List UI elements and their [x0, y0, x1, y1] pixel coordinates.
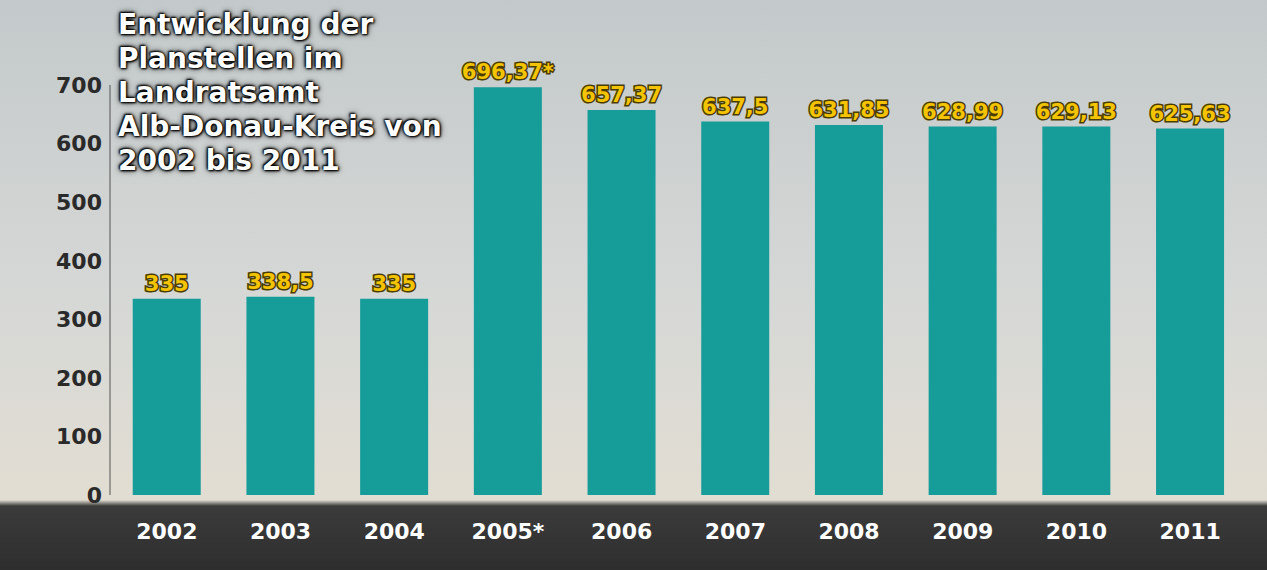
svg-text:625,63: 625,63 — [1150, 102, 1231, 126]
svg-text:600: 600 — [56, 131, 102, 156]
svg-text:100: 100 — [56, 424, 102, 449]
svg-text:0: 0 — [87, 483, 102, 508]
svg-text:338,5: 338,5 — [247, 270, 313, 294]
svg-text:2011: 2011 — [1160, 519, 1221, 544]
svg-text:2005*: 2005* — [472, 519, 545, 544]
svg-text:200: 200 — [56, 366, 102, 391]
svg-text:700: 700 — [56, 73, 102, 98]
svg-text:2007: 2007 — [705, 519, 766, 544]
svg-text:2004: 2004 — [364, 519, 425, 544]
svg-text:628,99: 628,99 — [922, 100, 1003, 124]
html-text:Planstellen im: Planstellen im — [118, 42, 343, 75]
html-text:Entwicklung der: Entwicklung der — [118, 8, 374, 41]
svg-text:696,37*: 696,37* — [462, 60, 554, 84]
svg-text:335: 335 — [372, 272, 416, 296]
svg-text:629,13: 629,13 — [1036, 100, 1117, 124]
svg-text:2002: 2002 — [136, 519, 197, 544]
svg-text:637,5: 637,5 — [702, 95, 768, 119]
svg-text:657,37: 657,37 — [581, 83, 662, 107]
svg-text:2006: 2006 — [591, 519, 652, 544]
svg-text:2010: 2010 — [1046, 519, 1107, 544]
html-text:Alb-Donau-Kreis von: Alb-Donau-Kreis von — [118, 110, 442, 143]
svg-text:400: 400 — [56, 249, 102, 274]
svg-text:2009: 2009 — [932, 519, 993, 544]
svg-text:2003: 2003 — [250, 519, 311, 544]
svg-text:300: 300 — [56, 307, 102, 332]
svg-text:631,85: 631,85 — [808, 98, 889, 122]
html-text:Landratsamt: Landratsamt — [118, 76, 319, 109]
svg-text:335: 335 — [145, 272, 189, 296]
html-text:2002 bis 2011: 2002 bis 2011 — [118, 144, 340, 177]
svg-text:2008: 2008 — [818, 519, 879, 544]
svg-text:500: 500 — [56, 190, 102, 215]
